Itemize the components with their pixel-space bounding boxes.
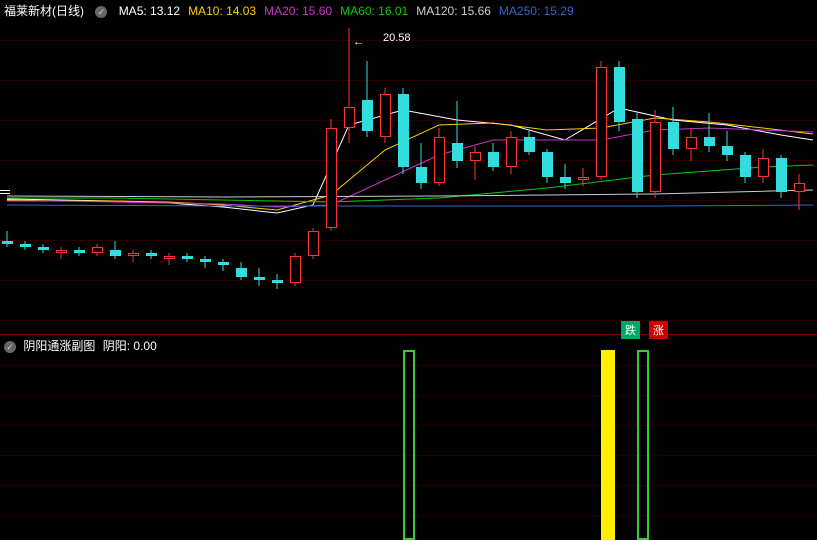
- signal-bar[interactable]: [637, 350, 649, 540]
- ma-line: [7, 165, 813, 202]
- price-annotation: ← 20.58: [383, 32, 411, 44]
- candle[interactable]: [614, 61, 625, 131]
- candle[interactable]: [20, 241, 31, 250]
- gridline: [0, 240, 817, 241]
- candle[interactable]: [110, 241, 121, 259]
- candle[interactable]: [704, 113, 715, 153]
- candle[interactable]: [452, 101, 463, 168]
- candle[interactable]: [722, 131, 733, 161]
- candle[interactable]: [488, 143, 499, 170]
- candle[interactable]: [650, 110, 661, 198]
- candle[interactable]: [470, 146, 481, 180]
- ma-lines-overlay: [0, 0, 817, 334]
- indicator-label: 阴阳:: [103, 339, 130, 353]
- ma-line: [7, 190, 813, 197]
- left-price-marker: [0, 190, 10, 194]
- gridline: [0, 200, 817, 201]
- candle[interactable]: [758, 149, 769, 183]
- gridline: [0, 80, 817, 81]
- stock-title: 福莱新材(日线): [4, 4, 84, 18]
- candle[interactable]: [200, 256, 211, 268]
- candle[interactable]: [776, 155, 787, 198]
- stock-chart[interactable]: 福莱新材(日线) ✓ MA5: 13.12 MA10: 14.03 MA20: 15…: [0, 0, 817, 540]
- candle[interactable]: [254, 268, 265, 286]
- candle[interactable]: [416, 143, 427, 189]
- gridline: [0, 320, 817, 321]
- signal-badge: 跌: [621, 321, 640, 339]
- main-price-panel[interactable]: 福莱新材(日线) ✓ MA5: 13.12 MA10: 14.03 MA20: 15…: [0, 0, 817, 335]
- candle[interactable]: [506, 131, 517, 174]
- candle[interactable]: [290, 253, 301, 287]
- ma-label: MA60: 16.01: [340, 4, 408, 18]
- main-header: 福莱新材(日线) ✓ MA5: 13.12 MA10: 14.03 MA20: 15…: [4, 2, 590, 19]
- indicator-panel[interactable]: ✓ 阴阳通涨副图 阴阳: 0.00 跌涨: [0, 335, 817, 540]
- candle[interactable]: [686, 128, 697, 162]
- indicator-value: 0.00: [133, 339, 156, 353]
- candle[interactable]: [632, 113, 643, 198]
- candle[interactable]: [218, 259, 229, 271]
- candle[interactable]: [578, 168, 589, 186]
- candle[interactable]: [668, 107, 679, 156]
- ma-label: MA10: 14.03: [188, 4, 256, 18]
- signal-badge: 涨: [649, 321, 668, 339]
- candle[interactable]: [524, 131, 535, 155]
- candle[interactable]: [164, 253, 175, 265]
- candle[interactable]: [596, 61, 607, 180]
- candle[interactable]: [362, 61, 373, 137]
- candle[interactable]: [74, 247, 85, 256]
- sub-header: ✓ 阴阳通涨副图 阴阳: 0.00: [4, 337, 157, 354]
- candle[interactable]: [326, 119, 337, 232]
- candle[interactable]: [236, 262, 247, 280]
- candle[interactable]: [146, 250, 157, 259]
- signal-bar[interactable]: [403, 350, 415, 540]
- gridline: [0, 120, 817, 121]
- info-icon[interactable]: ✓: [95, 6, 107, 18]
- ma-label: MA5: 13.12: [119, 4, 180, 18]
- candle[interactable]: [542, 149, 553, 183]
- info-icon[interactable]: ✓: [4, 341, 16, 353]
- candle[interactable]: [560, 164, 571, 188]
- gridline: [0, 280, 817, 281]
- candle[interactable]: [398, 88, 409, 173]
- candle[interactable]: [380, 88, 391, 143]
- candle[interactable]: [56, 247, 67, 259]
- candle[interactable]: [92, 244, 103, 256]
- candle[interactable]: [182, 253, 193, 262]
- candle[interactable]: [272, 274, 283, 289]
- candle[interactable]: [2, 231, 13, 246]
- candle[interactable]: [794, 174, 805, 211]
- candle[interactable]: [740, 152, 751, 182]
- ma-label: MA120: 15.66: [416, 4, 491, 18]
- candle[interactable]: [38, 244, 49, 253]
- candle[interactable]: [128, 250, 139, 262]
- ma-line: [7, 205, 813, 206]
- candle[interactable]: [434, 128, 445, 186]
- ma-label: MA20: 15.60: [264, 4, 332, 18]
- indicator-title: 阴阳通涨副图: [23, 339, 95, 353]
- ma-label: MA250: 15.29: [499, 4, 574, 18]
- signal-bar[interactable]: [601, 350, 615, 540]
- candle[interactable]: [308, 228, 319, 258]
